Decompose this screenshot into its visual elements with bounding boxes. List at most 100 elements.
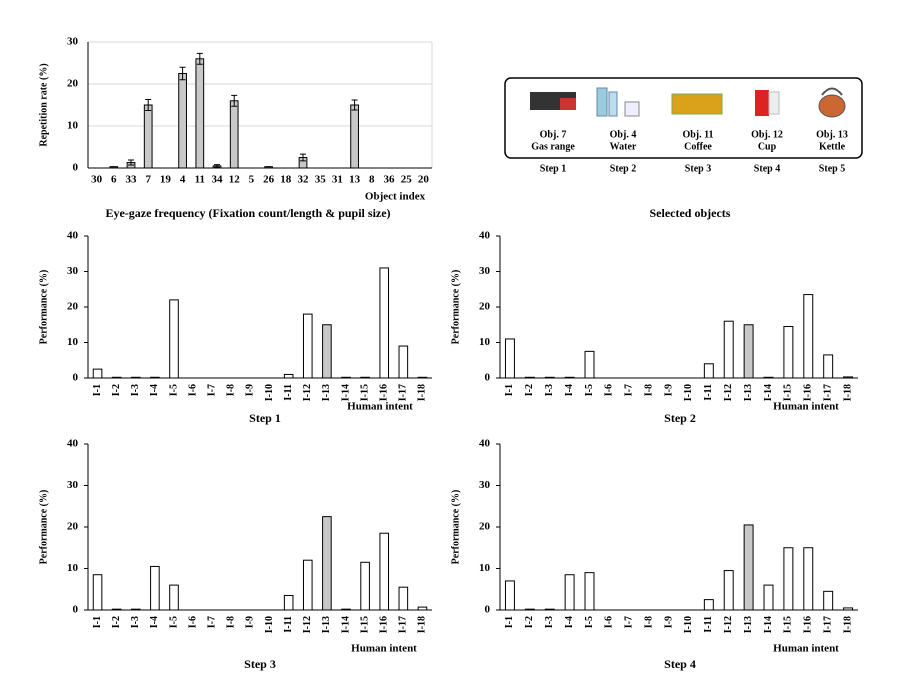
x-tick-label: I-7: [207, 616, 218, 628]
bar: [341, 376, 351, 379]
x-tick-label: 4: [180, 174, 186, 186]
x-tick-label: I-1: [504, 616, 515, 628]
coffee-icon: [671, 93, 723, 115]
x-tick-label: I-2: [111, 384, 122, 396]
y-tick-label: 30: [479, 479, 491, 491]
objects-title: Selected objects: [650, 206, 731, 220]
x-tick-label: 33: [126, 174, 138, 186]
x-tick-label: I-5: [584, 616, 595, 628]
error-bar: [179, 66, 186, 81]
y-axis-label: Performance (%): [38, 270, 49, 345]
x-tick-label: I-16: [379, 384, 390, 401]
y-tick-label: 20: [67, 521, 79, 533]
x-tick-label: I-8: [226, 384, 237, 396]
error-bar: [300, 153, 306, 162]
x-tick-label: I-10: [264, 616, 275, 633]
x-tick-label: 32: [298, 174, 310, 186]
x-tick-label: I-15: [783, 616, 794, 633]
x-axis-label: Human intent: [351, 643, 417, 655]
x-tick-label: I-7: [207, 384, 218, 396]
y-axis-label: Performance (%): [450, 270, 461, 345]
kettle-icon: [818, 87, 846, 118]
x-tick-label: 11: [195, 174, 205, 186]
x-tick-label: I-4: [149, 616, 160, 628]
bar: [350, 104, 359, 169]
y-tick-label: 30: [67, 36, 79, 48]
x-tick-label: 18: [280, 174, 292, 186]
x-tick-label: I-11: [283, 384, 294, 401]
bar: [803, 547, 814, 611]
bar: [322, 516, 332, 611]
x-tick-label: I-13: [321, 384, 332, 401]
x-tick-label: I-5: [168, 384, 179, 396]
y-tick-label: 20: [479, 521, 491, 533]
x-tick-label: I-7: [624, 616, 635, 628]
bar: [803, 294, 814, 379]
x-tick-label: I-5: [168, 616, 179, 628]
x-tick-label: I-1: [504, 384, 515, 396]
error-bar: [214, 164, 220, 168]
x-tick-label: I-17: [398, 384, 409, 401]
bar: [783, 547, 794, 611]
bar: [169, 299, 179, 379]
x-tick-label: 25: [401, 174, 413, 186]
y-tick-label: 0: [73, 372, 79, 384]
x-tick-label: 6: [111, 174, 117, 186]
x-tick-label: I-16: [379, 616, 390, 633]
bar: [843, 607, 854, 611]
x-tick-label: 12: [229, 174, 241, 186]
bar: [564, 574, 575, 611]
bar: [150, 565, 160, 611]
x-tick-label: I-11: [283, 616, 294, 633]
x-tick-label: I-3: [544, 616, 555, 628]
bar: [341, 608, 351, 611]
y-axis-label: Repetition rate (%): [38, 63, 49, 146]
x-tick-label: I-3: [130, 616, 141, 628]
y-tick-label: 20: [479, 301, 491, 313]
bar: [398, 586, 409, 611]
bar: [379, 532, 390, 611]
bar: [322, 324, 332, 379]
object-name: Coffee: [684, 141, 712, 152]
x-tick-label: I-4: [564, 616, 575, 628]
error-bar: [351, 99, 358, 111]
x-tick-label: 19: [160, 174, 172, 186]
bar: [178, 73, 187, 169]
error-bar: [145, 99, 152, 111]
bar: [723, 570, 734, 611]
x-axis-label: Object index: [365, 191, 426, 203]
bar: [398, 345, 409, 379]
cup-icon: [755, 90, 780, 116]
bar: [723, 320, 734, 379]
x-tick-label: I-6: [604, 384, 615, 396]
error-bar: [128, 159, 134, 166]
object-label: Obj. 12: [751, 129, 783, 140]
bar: [524, 608, 535, 611]
x-tick-label: I-13: [743, 384, 754, 401]
y-tick-label: 10: [67, 562, 79, 574]
bar: [843, 376, 854, 379]
y-tick-label: 10: [479, 562, 491, 574]
bar: [703, 363, 714, 379]
x-tick-label: I-8: [643, 616, 654, 628]
x-tick-label: I-6: [187, 616, 198, 628]
object-label: Obj. 11: [682, 129, 713, 140]
bar: [524, 376, 535, 379]
x-tick-label: 8: [369, 174, 375, 186]
bar: [195, 58, 205, 169]
x-tick-label: I-18: [417, 384, 428, 401]
x-tick-label: 13: [349, 174, 361, 186]
bar: [360, 376, 370, 379]
object-name: Kettle: [819, 141, 846, 152]
x-tick-label: I-7: [624, 384, 635, 396]
bar: [823, 590, 834, 611]
bar: [130, 376, 141, 379]
x-tick-label: I-2: [524, 616, 535, 628]
chart-title: Step 2: [664, 411, 696, 425]
bar: [763, 376, 774, 379]
x-tick-label: I-4: [564, 384, 575, 396]
y-axis-label: Performance (%): [38, 490, 49, 565]
bar: [302, 559, 313, 611]
y-axis-label: Performance (%): [450, 490, 461, 565]
gas-range-icon: [530, 92, 576, 110]
